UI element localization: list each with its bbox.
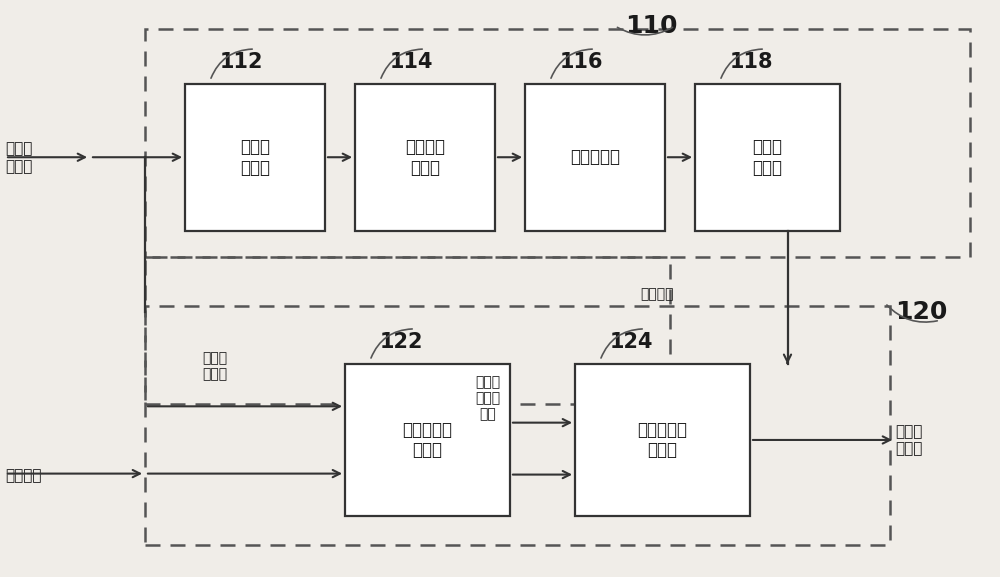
Bar (695, 84, 840, 231)
Text: 图像输
入信号: 图像输 入信号 (5, 141, 32, 174)
Text: 118: 118 (730, 52, 774, 72)
Bar (345, 364, 510, 516)
Text: 112: 112 (220, 52, 264, 72)
Bar (145, 257, 670, 404)
Text: 自动相关
性单元: 自动相关 性单元 (405, 138, 445, 177)
Text: 110: 110 (625, 14, 678, 39)
Text: 124: 124 (610, 332, 654, 352)
Bar (145, 29, 970, 257)
Bar (355, 84, 495, 231)
Text: 第一轮假廓
约化器: 第一轮假廓 约化器 (402, 421, 452, 459)
Text: 量化检测器: 量化检测器 (570, 148, 620, 166)
Text: 图像输
入信号: 图像输 入信号 (202, 351, 228, 381)
Text: 第一图
像校正
信号: 第一图 像校正 信号 (475, 375, 501, 421)
Text: 122: 122 (380, 332, 424, 352)
Text: 第二假轮廓
约化器: 第二假轮廓 约化器 (638, 421, 688, 459)
Bar (575, 364, 750, 516)
Text: 色度信号: 色度信号 (5, 469, 42, 484)
Bar (185, 84, 325, 231)
Bar (145, 306, 890, 545)
Text: 120: 120 (895, 299, 947, 324)
Text: 图像计
算单元: 图像计 算单元 (753, 138, 782, 177)
Text: 114: 114 (390, 52, 434, 72)
Text: 校正系数: 校正系数 (640, 287, 674, 301)
Bar (525, 84, 665, 231)
Text: 116: 116 (560, 52, 604, 72)
Text: 信号统
计单元: 信号统 计单元 (240, 138, 270, 177)
Text: 图像输
出信号: 图像输 出信号 (895, 424, 922, 456)
